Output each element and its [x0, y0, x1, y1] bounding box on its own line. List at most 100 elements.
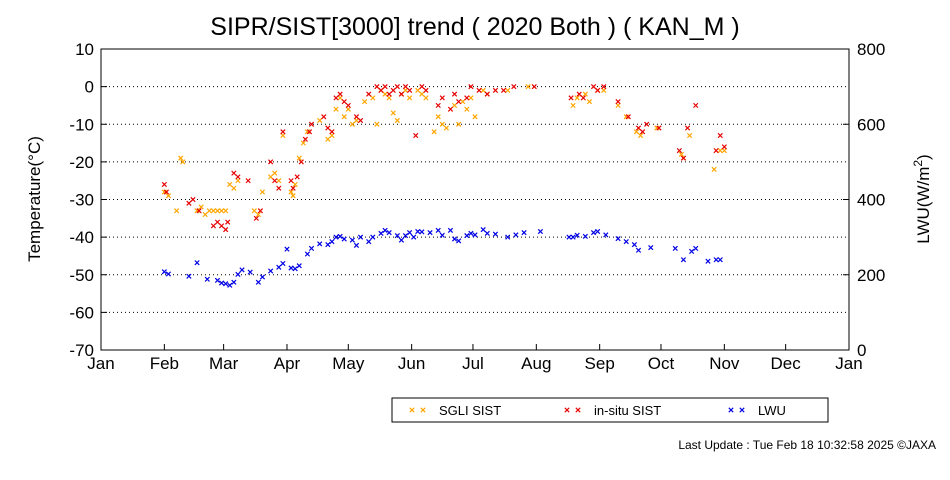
data-point: [717, 132, 723, 139]
data-point: [693, 102, 699, 109]
data-point: [251, 208, 257, 214]
data-point: [580, 95, 586, 101]
data-point: [476, 87, 482, 94]
data-point: [676, 147, 682, 154]
data-point: [173, 208, 180, 214]
data-point: [447, 106, 454, 112]
data-point: [717, 257, 723, 263]
data-point: [225, 219, 231, 225]
data-point: [325, 242, 331, 248]
y-tick-label: -40: [69, 228, 94, 247]
data-point: [210, 208, 217, 214]
x-tick-label: Jul: [462, 354, 484, 373]
data-point: [292, 266, 298, 272]
y-tick-label: -30: [69, 191, 94, 210]
data-point: [431, 129, 437, 135]
data-point: [406, 87, 413, 94]
data-point: [656, 125, 662, 131]
data-point: [435, 114, 441, 120]
data-point: [413, 132, 419, 139]
data-point: [161, 269, 167, 275]
legend-marker: [420, 407, 426, 413]
data-point: [247, 269, 253, 275]
data-point: [227, 282, 233, 288]
data-point: [623, 239, 629, 245]
data-point: [570, 234, 576, 240]
data-point: [163, 189, 170, 195]
legend-marker: [739, 407, 745, 413]
x-tick-label: Jan: [835, 354, 862, 373]
data-point: [521, 229, 527, 236]
data-point: [484, 230, 490, 236]
data-point: [223, 208, 229, 214]
data-point: [366, 91, 372, 97]
y-axis-label: Temperature(°C): [25, 136, 44, 262]
data-point: [574, 232, 580, 238]
data-point: [214, 208, 221, 214]
data-point: [472, 232, 478, 238]
data-point: [218, 208, 225, 214]
data-point: [603, 232, 609, 238]
data-point: [341, 236, 347, 242]
data-point: [296, 155, 302, 161]
data-point: [639, 129, 646, 135]
data-point: [180, 159, 186, 165]
y-tick-label: -60: [69, 303, 94, 322]
data-point: [398, 91, 405, 97]
data-point: [333, 95, 339, 101]
x-tick-label: Oct: [648, 354, 675, 373]
data-point: [394, 232, 400, 239]
data-point: [268, 159, 274, 165]
data-point: [480, 226, 486, 233]
data-point: [686, 132, 693, 139]
y-tick-label: -20: [69, 153, 94, 172]
data-point: [680, 257, 687, 263]
legend-box: [391, 397, 829, 423]
y-tick-label: 0: [85, 78, 94, 97]
data-point: [415, 228, 421, 235]
data-point: [615, 236, 621, 242]
x-tick-label: Jan: [87, 354, 114, 373]
data-point: [601, 84, 607, 90]
data-point: [464, 106, 470, 112]
series-layer: [161, 84, 727, 288]
data-point: [349, 121, 356, 127]
data-point: [306, 129, 313, 135]
data-point: [288, 189, 294, 195]
data-point: [223, 281, 229, 287]
data-point: [341, 99, 347, 105]
data-point: [333, 106, 339, 112]
data-point: [231, 185, 237, 191]
data-point: [513, 232, 519, 238]
data-point: [329, 129, 335, 135]
x-tick-label: Sep: [585, 354, 615, 373]
data-point: [194, 260, 200, 266]
data-point: [451, 91, 458, 97]
data-point: [443, 125, 450, 131]
data-point: [402, 232, 409, 239]
data-point: [390, 110, 396, 116]
data-point: [308, 121, 315, 127]
data-point: [419, 91, 425, 97]
data-point: [582, 91, 588, 97]
grid-lines: [101, 86, 849, 313]
data-point: [206, 208, 212, 214]
series-0: [161, 84, 727, 218]
data-point: [235, 271, 241, 277]
data-point: [570, 102, 576, 109]
data-point: [505, 234, 511, 240]
legend: SGLI SIST in-situ SIST LWU: [391, 397, 829, 423]
data-point: [492, 87, 499, 94]
data-point: [290, 193, 296, 199]
data-point: [576, 91, 582, 97]
data-point: [349, 237, 356, 243]
data-point: [402, 84, 409, 90]
data-point: [165, 271, 172, 277]
data-point: [505, 87, 511, 94]
data-point: [419, 229, 425, 235]
data-point: [253, 215, 259, 221]
data-point: [231, 279, 237, 285]
data-point: [635, 247, 642, 253]
data-point: [280, 129, 286, 135]
